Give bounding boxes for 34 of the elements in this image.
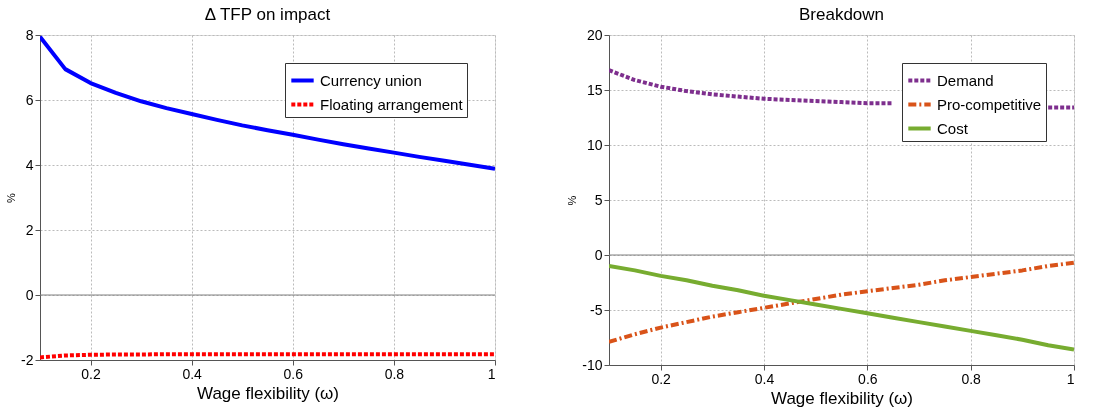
- y-tick-label: 10: [586, 136, 603, 153]
- x-tick-label: 0.2: [81, 365, 101, 382]
- x-axis-title: Wage flexibility (ω): [770, 388, 914, 408]
- x-tick-label: 1: [487, 365, 496, 382]
- x-tick-label: 1: [1066, 370, 1075, 387]
- chart-title: Δ TFP on impact: [204, 5, 331, 24]
- y-axis-title: %: [566, 195, 579, 206]
- y-tick-label: 4: [25, 156, 34, 173]
- x-tick-label: 0.6: [283, 365, 304, 382]
- y-tick-label: 2: [25, 221, 34, 238]
- y-axis-title: %: [5, 192, 18, 203]
- x-tick-label: 0.2: [651, 370, 672, 387]
- y-tick-label: 20: [586, 26, 603, 43]
- y-tick-label: 0: [25, 286, 34, 303]
- y-tick-label: 8: [25, 26, 34, 43]
- y-tick-label: 5: [594, 191, 603, 208]
- legend-label: Currency union: [320, 71, 422, 89]
- y-tick-label: 0: [594, 246, 603, 263]
- y-tick-label: 15: [586, 81, 603, 98]
- x-tick-label: 0.8: [384, 365, 405, 382]
- legend-label: Pro-competitive: [937, 95, 1042, 113]
- x-tick-label: 0.4: [754, 370, 775, 387]
- chart-title: Breakdown: [798, 5, 885, 24]
- y-tick-label: -5: [590, 301, 603, 318]
- x-tick-label: 0.6: [858, 370, 878, 387]
- x-axis-title: Wage flexibility (ω): [196, 383, 340, 403]
- legend-label: Floating arrangement: [320, 95, 464, 113]
- y-tick-label: 6: [25, 91, 34, 108]
- y-tick-label: -10: [582, 356, 603, 373]
- legend-label: Demand: [937, 71, 994, 89]
- x-tick-label: 0.4: [182, 365, 203, 382]
- y-tick-label: -2: [21, 351, 34, 368]
- x-tick-label: 0.8: [961, 370, 982, 387]
- legend-label: Cost: [937, 119, 969, 137]
